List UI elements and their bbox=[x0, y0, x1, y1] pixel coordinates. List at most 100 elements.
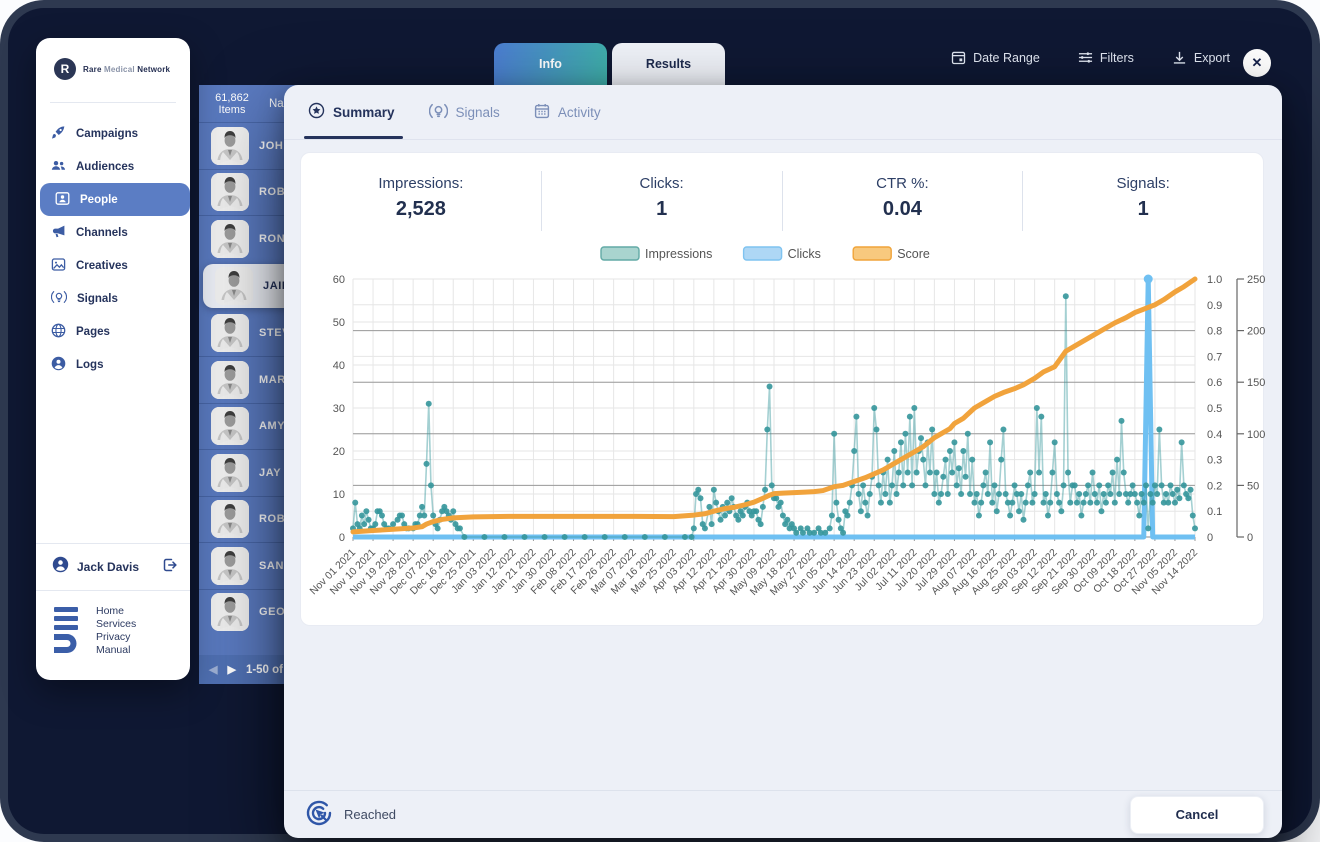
calendar-icon bbox=[951, 50, 966, 65]
list-item[interactable]: RONALD bbox=[199, 215, 340, 262]
brand-logo-icon: R bbox=[54, 58, 76, 80]
tab-activity[interactable]: Activity bbox=[534, 85, 601, 139]
stat-signals: Signals: 1 bbox=[1022, 171, 1263, 231]
tab-results[interactable]: Results bbox=[612, 43, 725, 85]
sidebar-footer: Home Services Privacy Manual bbox=[36, 590, 190, 680]
svg-text:30: 30 bbox=[333, 403, 345, 415]
svg-text:50: 50 bbox=[1247, 480, 1259, 492]
people-group-icon bbox=[51, 158, 66, 176]
svg-text:60: 60 bbox=[333, 274, 345, 286]
svg-text:10: 10 bbox=[333, 489, 345, 501]
logout-icon[interactable] bbox=[162, 557, 178, 578]
footer-link-home[interactable]: Home bbox=[96, 605, 125, 617]
items-count: 61,862 Items bbox=[215, 91, 249, 116]
brand: R Rare Medical Network bbox=[36, 38, 190, 80]
cancel-button[interactable]: Cancel bbox=[1130, 795, 1264, 834]
sidebar-item-signals[interactable]: Signals bbox=[36, 282, 190, 315]
tab-info[interactable]: Info bbox=[494, 43, 607, 85]
svg-text:250: 250 bbox=[1247, 274, 1265, 286]
user-name: Jack Davis bbox=[77, 560, 140, 574]
svg-text:0: 0 bbox=[1207, 532, 1213, 544]
sidebar-item-logs[interactable]: Logs bbox=[36, 348, 190, 381]
sidebar-item-audiences[interactable]: Audiences bbox=[36, 150, 190, 183]
svg-text:40: 40 bbox=[333, 360, 345, 372]
svg-text:Impressions: Impressions bbox=[645, 247, 712, 261]
filters-button[interactable]: Filters bbox=[1078, 50, 1134, 65]
person-name: JAY bbox=[259, 466, 282, 479]
avatar bbox=[211, 173, 249, 212]
badge-star-icon bbox=[308, 102, 325, 122]
stat-ctr: CTR %: 0.04 bbox=[781, 171, 1023, 231]
sidebar-item-channels[interactable]: Channels bbox=[36, 216, 190, 249]
modal-footer: Reached Cancel bbox=[284, 790, 1282, 838]
five-logo bbox=[52, 605, 84, 660]
signal-bulb-icon bbox=[50, 290, 68, 307]
svg-text:0.2: 0.2 bbox=[1207, 480, 1222, 492]
tab-summary[interactable]: Summary bbox=[304, 85, 403, 139]
svg-text:150: 150 bbox=[1247, 377, 1265, 389]
person-results-modal: Summary Signals Activity Impressions: 2,… bbox=[284, 85, 1282, 838]
sidebar: R Rare Medical Network Campaigns Audienc… bbox=[36, 38, 190, 680]
person-circle-icon bbox=[51, 356, 66, 374]
next-page-icon[interactable]: ▶ bbox=[227, 664, 236, 676]
megaphone-icon bbox=[51, 224, 66, 242]
list-item[interactable]: JOHN bbox=[199, 122, 340, 169]
reached-target-icon bbox=[304, 798, 334, 831]
list-item[interactable]: SANDRA bbox=[199, 542, 340, 589]
avatar bbox=[211, 314, 249, 353]
svg-text:0.4: 0.4 bbox=[1207, 429, 1222, 441]
export-button[interactable]: Export bbox=[1172, 50, 1230, 65]
topbar-actions: Date Range Filters Export bbox=[951, 50, 1230, 65]
avatar bbox=[211, 219, 249, 258]
svg-text:0.9: 0.9 bbox=[1207, 300, 1222, 312]
summary-card: Impressions: 2,528 Clicks: 1 CTR %: 0.04… bbox=[300, 152, 1265, 626]
globe-icon bbox=[51, 323, 66, 341]
svg-text:0: 0 bbox=[339, 532, 345, 544]
svg-text:1.0: 1.0 bbox=[1207, 274, 1222, 286]
footer-link-services[interactable]: Services bbox=[96, 618, 137, 630]
svg-text:100: 100 bbox=[1247, 429, 1265, 441]
list-item[interactable]: AMY bbox=[199, 402, 340, 450]
svg-text:50: 50 bbox=[333, 317, 345, 329]
person-name: JAIN bbox=[263, 280, 291, 292]
user-avatar-icon bbox=[52, 556, 69, 578]
sidebar-item-campaigns[interactable]: Campaigns bbox=[36, 117, 190, 150]
list-item[interactable]: MARY bbox=[199, 356, 340, 403]
svg-text:0.8: 0.8 bbox=[1207, 326, 1222, 338]
reached-status: Reached bbox=[304, 798, 396, 831]
footer-link-manual[interactable]: Manual bbox=[96, 644, 131, 656]
avatar bbox=[211, 593, 249, 632]
image-icon bbox=[51, 257, 66, 275]
sidebar-item-people[interactable]: People bbox=[40, 183, 190, 216]
user-row: Jack Davis bbox=[36, 543, 190, 590]
svg-text:0.1: 0.1 bbox=[1207, 506, 1222, 518]
filters-icon bbox=[1078, 50, 1093, 65]
signal-bulb-icon bbox=[428, 103, 448, 122]
prev-page-icon[interactable]: ◀ bbox=[209, 664, 218, 676]
svg-text:0.5: 0.5 bbox=[1207, 403, 1222, 415]
list-item[interactable]: JAY bbox=[199, 449, 340, 496]
list-item[interactable]: STEVEN bbox=[199, 310, 340, 357]
sidebar-item-pages[interactable]: Pages bbox=[36, 315, 190, 348]
sidebar-nav: Campaigns Audiences People Channels Crea… bbox=[36, 117, 190, 381]
svg-text:200: 200 bbox=[1247, 326, 1265, 338]
list-item[interactable]: ROBERT bbox=[199, 168, 340, 216]
svg-text:0: 0 bbox=[1247, 532, 1253, 544]
tab-signals[interactable]: Signals bbox=[428, 85, 500, 139]
avatar bbox=[211, 360, 249, 399]
close-button[interactable]: ✕ bbox=[1243, 49, 1271, 77]
contact-card-icon bbox=[55, 191, 70, 209]
person-name: AMY bbox=[259, 420, 286, 433]
calendar-grid-icon bbox=[534, 103, 550, 122]
download-icon bbox=[1172, 50, 1187, 65]
stats-row: Impressions: 2,528 Clicks: 1 CTR %: 0.04… bbox=[301, 171, 1263, 231]
avatar bbox=[211, 453, 249, 492]
person-name: JOHN bbox=[259, 139, 292, 152]
footer-link-privacy[interactable]: Privacy bbox=[96, 631, 131, 643]
sidebar-item-creatives[interactable]: Creatives bbox=[36, 249, 190, 282]
avatar bbox=[211, 126, 249, 165]
date-range-button[interactable]: Date Range bbox=[951, 50, 1040, 65]
stat-impressions: Impressions: 2,528 bbox=[378, 175, 464, 220]
svg-text:20: 20 bbox=[333, 446, 345, 458]
